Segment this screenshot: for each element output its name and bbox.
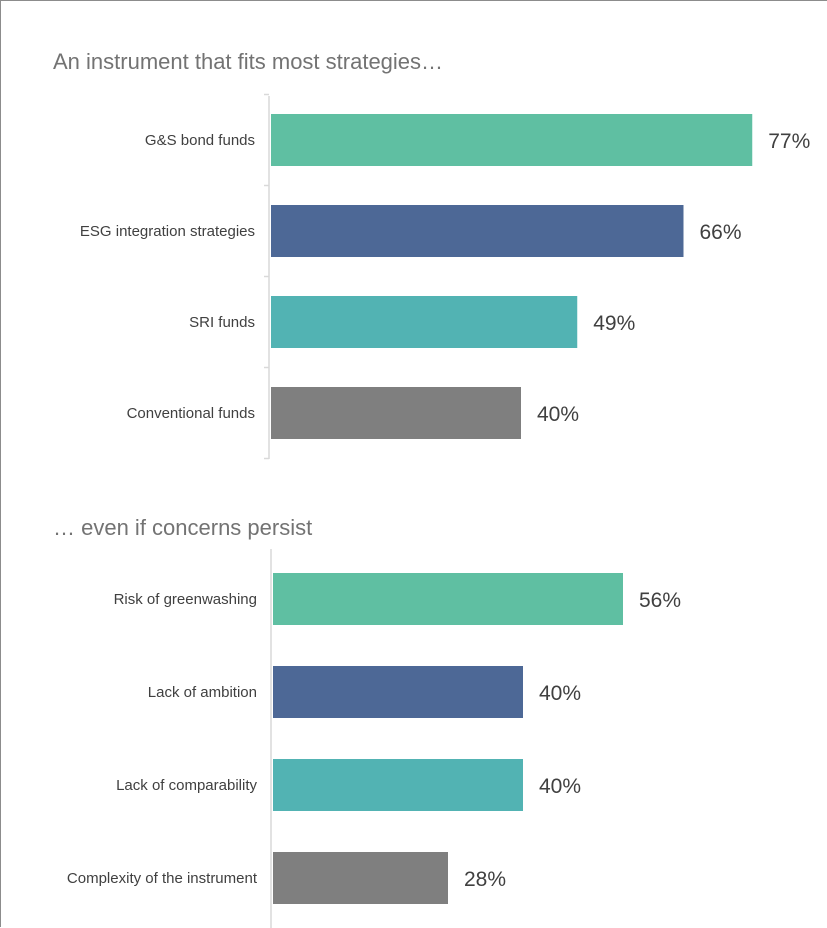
panel-2-bar [273, 573, 623, 625]
panel-1-category-label: ESG integration strategies [80, 223, 255, 240]
panel-2-bar [273, 852, 448, 904]
panel-1-title: An instrument that fits most strategies… [53, 49, 444, 74]
panel-2-category-label: Lack of ambition [148, 684, 257, 701]
panel-2-title: … even if concerns persist [53, 515, 313, 540]
panel-1-category-label: SRI funds [189, 314, 255, 331]
panel-1-value-label: 49% [593, 312, 635, 335]
panel-2-category-label: Risk of greenwashing [114, 591, 257, 608]
panel-1-bar [271, 296, 578, 348]
panel-2-value-label: 28% [464, 868, 506, 891]
panel-2-value-label: 40% [539, 682, 581, 705]
panel-2-value-label: 40% [539, 775, 581, 798]
panel-1-bar [271, 114, 753, 166]
panel-2-category-label: Complexity of the instrument [67, 870, 258, 887]
panel-1-category-label: G&S bond funds [145, 132, 255, 149]
panel-2-bar [273, 666, 523, 718]
panel-1-bar [271, 387, 521, 439]
panel-1-category-label: Conventional funds [127, 405, 255, 422]
panel-2-value-label: 56% [639, 589, 681, 612]
panel-1-value-label: 77% [768, 130, 810, 153]
panel-1-bar [271, 205, 684, 257]
panel-2-bar [273, 759, 523, 811]
panel-1-value-label: 66% [700, 221, 742, 244]
panel-1-value-label: 40% [537, 403, 579, 426]
panel-2-category-label: Lack of comparability [116, 777, 257, 794]
